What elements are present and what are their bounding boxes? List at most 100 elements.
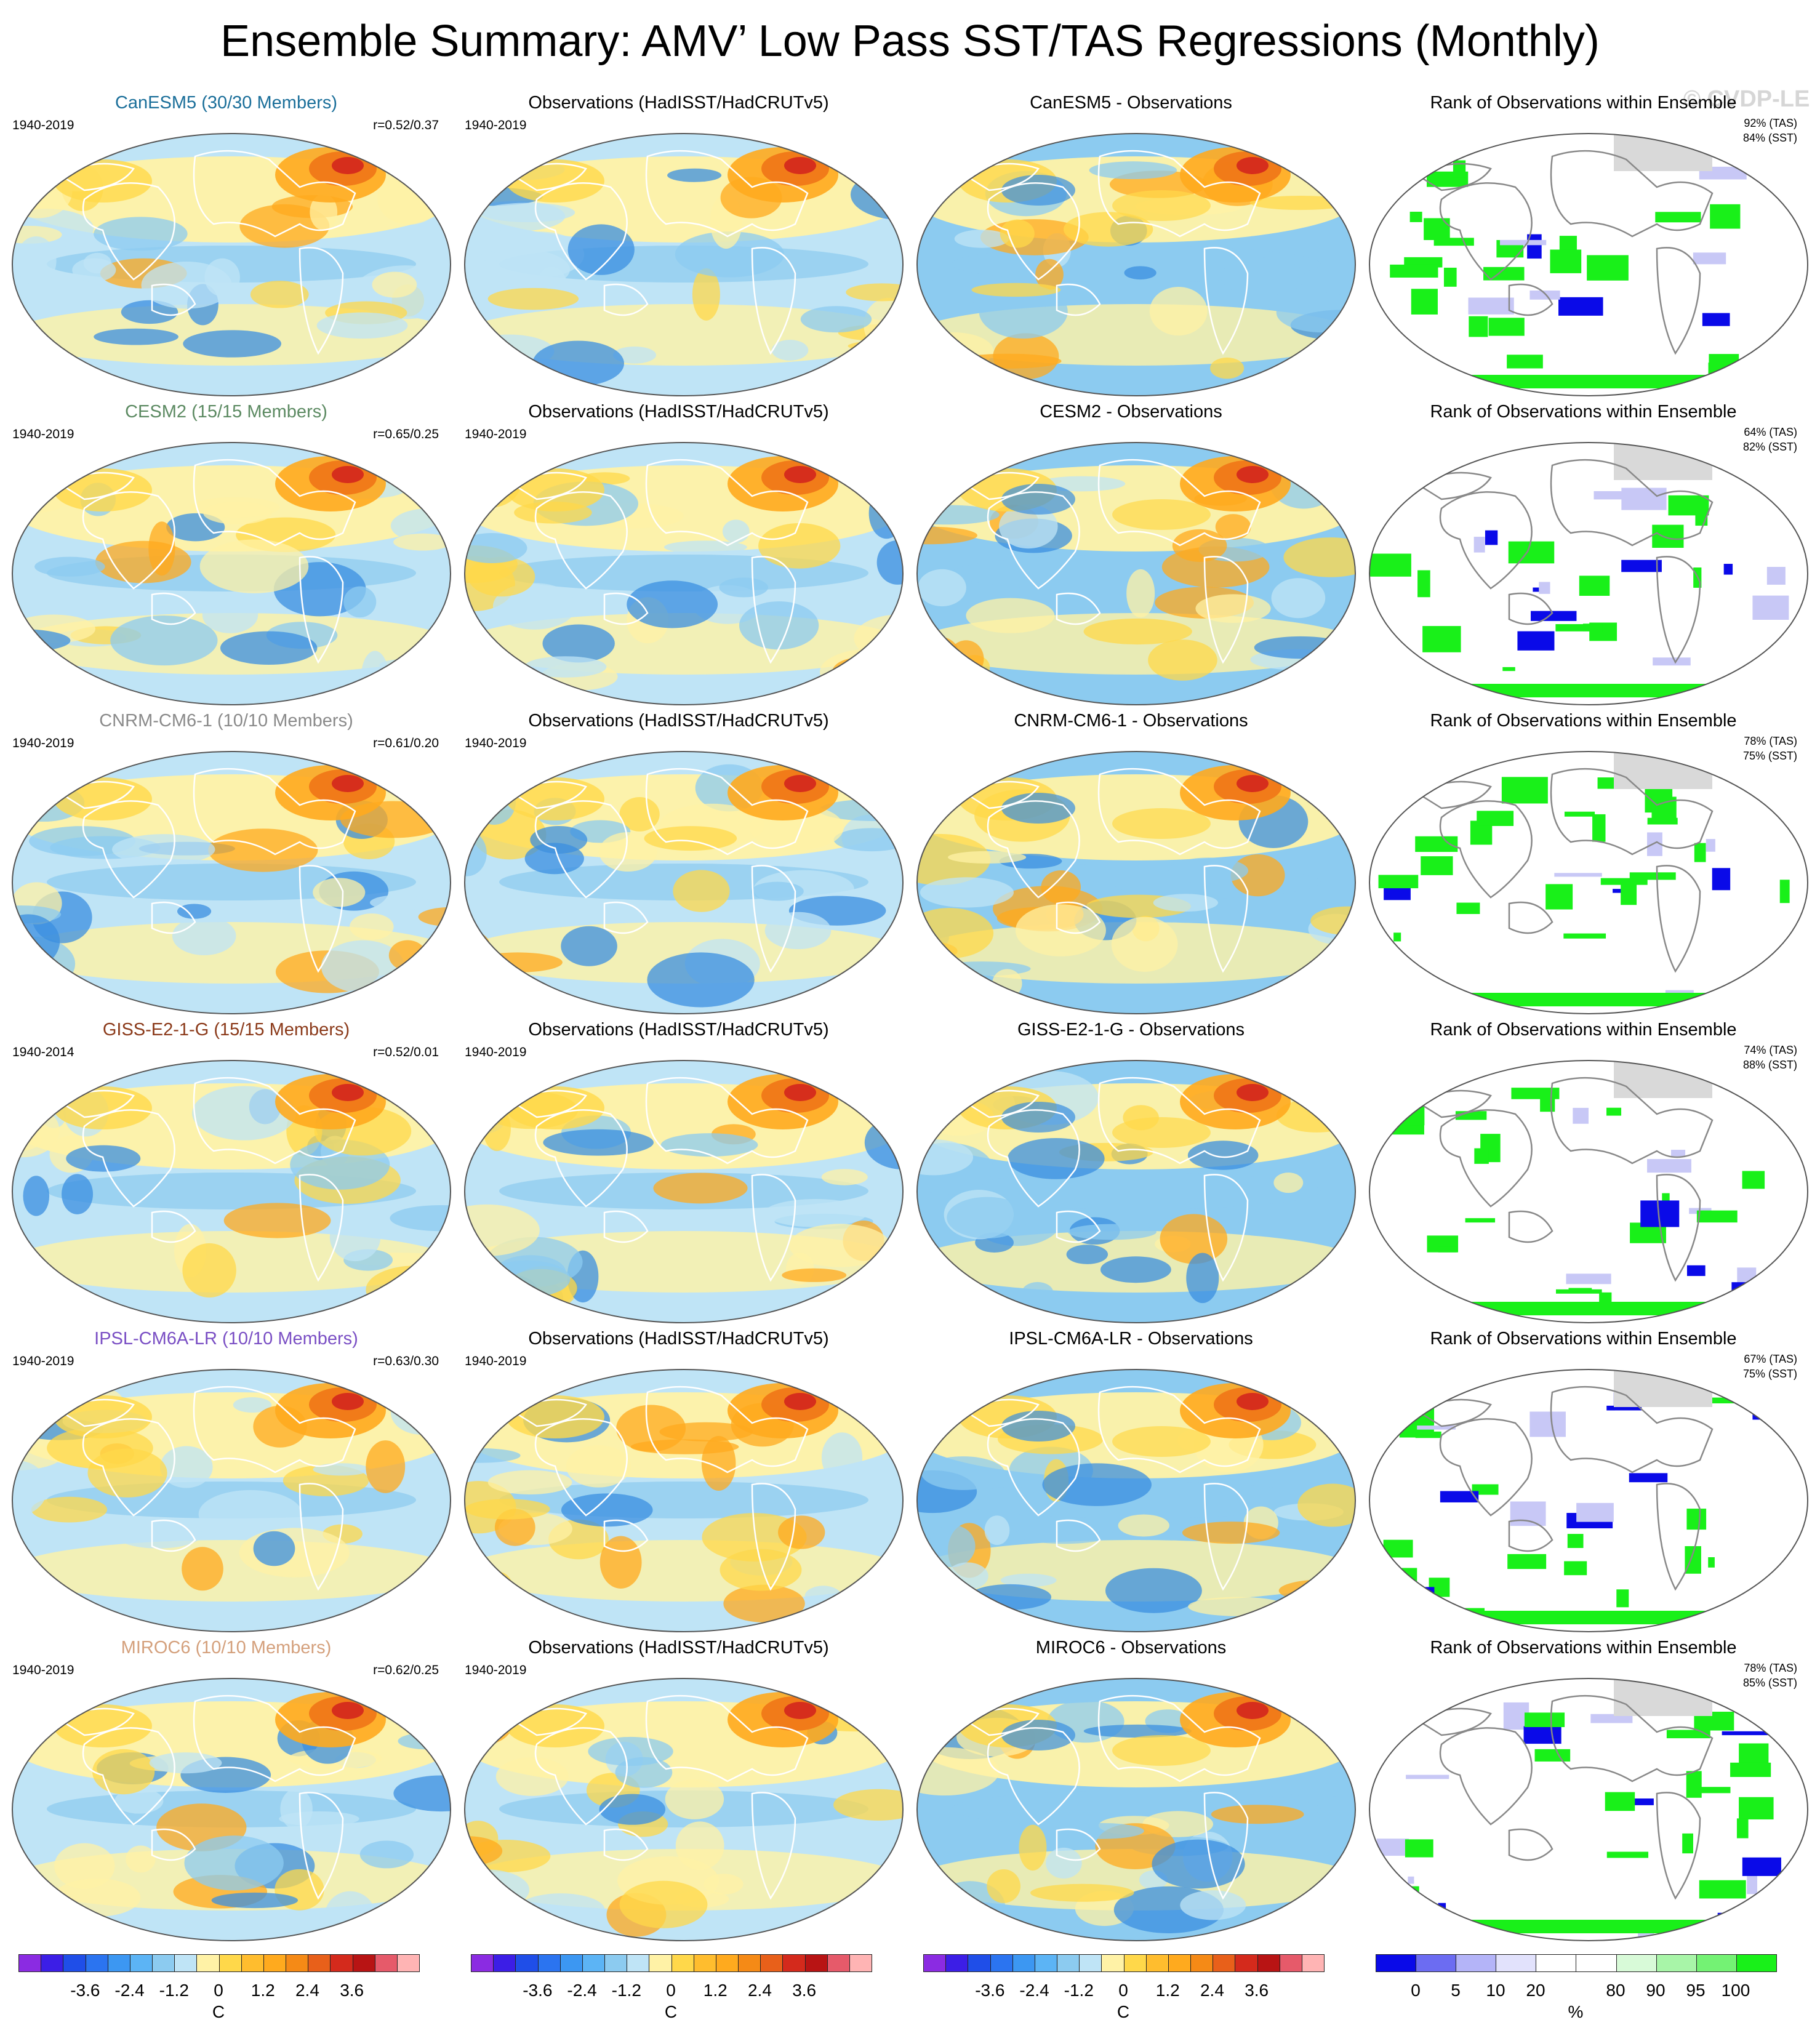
panel-title: Rank of Observations within Ensemble	[1430, 1638, 1737, 1658]
regression-map	[10, 750, 452, 1016]
colorbar-swatch	[1257, 1955, 1280, 1971]
colorbar-swatch	[63, 1955, 86, 1971]
regression-map	[463, 1677, 905, 1943]
panel-period: 1940-2019	[465, 1354, 527, 1368]
colorbar-tick-label: 90	[1646, 1981, 1666, 2000]
map-panel: Observations (HadISST/HadCRUTv5) 1940-201…	[452, 400, 905, 709]
difference-map	[915, 132, 1357, 398]
map-panel: GISS-E2-1-G (15/15 Members) 1940-2014 r=0.…	[0, 1018, 452, 1327]
colorbar-tick-label: -2.4	[567, 1981, 597, 2000]
pattern-correlation: r=0.62/0.25	[373, 1663, 439, 1677]
panel-title: GISS-E2-1-G (15/15 Members)	[102, 1020, 350, 1040]
colorbar-tick-label: 2.4	[1200, 1981, 1224, 2000]
rank-sst-percent: 88% (SST)	[1742, 1059, 1797, 1071]
pattern-correlation: r=0.63/0.30	[373, 1354, 439, 1368]
colorbar-swatch	[1057, 1955, 1080, 1971]
pattern-correlation: r=0.52/0.01	[373, 1045, 439, 1059]
panel-period: 1940-2019	[465, 427, 527, 441]
map-panel: CESM2 (15/15 Members) 1940-2019 r=0.65/0.2…	[0, 400, 452, 709]
colorbar-tick-label: 1.2	[703, 1981, 728, 2000]
colorbar-swatch	[560, 1955, 583, 1971]
panel-title: CNRM-CM6-1 (10/10 Members)	[99, 711, 353, 731]
colorbar-tick-label: -3.6	[975, 1981, 1005, 2000]
colorbar-swatch	[397, 1955, 420, 1971]
panel-period: 1940-2019	[12, 736, 74, 750]
difference-map	[915, 1368, 1357, 1634]
colorbar-swatch	[1102, 1955, 1124, 1971]
regression-map	[463, 1368, 905, 1634]
pattern-correlation: r=0.52/0.37	[373, 118, 439, 132]
colorbar-swatch	[130, 1955, 153, 1971]
colorbar-tick-label: 0	[1118, 1981, 1128, 2000]
colorbar-difference: -3.6 -2.4 -1.2 0 1.2 2.4 3.6 C	[923, 1954, 1325, 2023]
panel-title: IPSL-CM6A-LR (10/10 Members)	[94, 1329, 358, 1349]
map-panel: Rank of Observations within Ensemble 92% …	[1357, 91, 1810, 400]
regression-map	[10, 132, 452, 398]
colorbar-swatch	[1213, 1955, 1236, 1971]
difference-map	[915, 750, 1357, 1016]
colorbar-tick-label: 2.4	[295, 1981, 319, 2000]
map-panel: Observations (HadISST/HadCRUTv5) 1940-201…	[452, 1636, 905, 1945]
colorbar-tick-label: -2.4	[1019, 1981, 1049, 2000]
colorbar-swatch	[175, 1955, 198, 1971]
difference-map	[915, 1059, 1357, 1325]
panel-period: 1940-2019	[465, 1045, 527, 1059]
colorbar-tick-label: 2.4	[747, 1981, 772, 2000]
rank-percentages: 74% (TAS) 88% (SST)	[1743, 1043, 1797, 1072]
map-panel: IPSL-CM6A-LR - Observations	[905, 1327, 1357, 1636]
map-panel: MIROC6 - Observations	[905, 1636, 1357, 1945]
colorbar-swatch	[308, 1955, 331, 1971]
map-panel: Rank of Observations within Ensemble 67% …	[1357, 1327, 1810, 1636]
colorbar-swatch	[1456, 1955, 1497, 1971]
colorbar-swatch	[582, 1955, 606, 1971]
panel-title: Rank of Observations within Ensemble	[1430, 402, 1737, 422]
colorbar-swatch	[1416, 1955, 1457, 1971]
difference-map	[915, 441, 1357, 707]
colorbar-swatch	[1376, 1955, 1417, 1971]
regression-map	[10, 1368, 452, 1634]
colorbar-tick-label: 3.6	[1245, 1981, 1269, 2000]
colorbar-tick-label: 10	[1486, 1981, 1505, 2000]
colorbar-swatch	[849, 1955, 872, 1971]
panel-period: 1940-2014	[12, 1045, 74, 1059]
colorbar-swatch	[649, 1955, 672, 1971]
map-panel: MIROC6 (10/10 Members) 1940-2019 r=0.62/0.…	[0, 1636, 452, 1945]
colorbar-tick-label: 1.2	[1155, 1981, 1180, 2000]
colorbar-swatch	[19, 1955, 42, 1971]
colorbar-rank: 0 5 10 20 80 90 95 100%	[1376, 1954, 1777, 2023]
panel-title: CanESM5 - Observations	[1030, 93, 1232, 113]
colorbar-swatch	[1536, 1955, 1577, 1971]
colorbar-swatch	[241, 1955, 264, 1971]
map-panel: Observations (HadISST/HadCRUTv5) 1940-201…	[452, 1018, 905, 1327]
colorbar-unit: C	[1116, 2002, 1130, 2021]
colorbar-swatch	[1302, 1955, 1325, 1971]
map-panel: CanESM5 - Observations	[905, 91, 1357, 400]
rank-percentages: 78% (TAS) 75% (SST)	[1743, 734, 1797, 763]
colorbar-swatch	[671, 1955, 694, 1971]
map-panel: Observations (HadISST/HadCRUTv5) 1940-201…	[452, 709, 905, 1018]
colorbar-swatch	[86, 1955, 108, 1971]
colorbar-swatch	[716, 1955, 739, 1971]
colorbar-unit: C	[212, 2002, 225, 2021]
panel-title: IPSL-CM6A-LR - Observations	[1009, 1329, 1253, 1349]
panel-title: Rank of Observations within Ensemble	[1430, 711, 1737, 731]
map-panel: Rank of Observations within Ensemble 78% …	[1357, 709, 1810, 1018]
rank-tas-percent: 78% (TAS)	[1744, 1662, 1797, 1674]
colorbar-swatch	[197, 1955, 220, 1971]
colorbar-boxes	[471, 1954, 872, 1972]
panel-title: Observations (HadISST/HadCRUTv5)	[528, 402, 829, 422]
rank-tas-percent: 78% (TAS)	[1744, 735, 1797, 747]
colorbar-swatch	[694, 1955, 716, 1971]
regression-map	[10, 1059, 452, 1325]
colorbar-tick-label: -3.6	[70, 1981, 100, 2000]
colorbar-swatch	[494, 1955, 516, 1971]
panel-title: Observations (HadISST/HadCRUTv5)	[528, 93, 829, 113]
colorbar-swatch	[1696, 1955, 1737, 1971]
regression-map	[10, 441, 452, 707]
colorbar-swatch	[924, 1955, 947, 1971]
rank-sst-percent: 75% (SST)	[1742, 750, 1797, 762]
colorbar-tick-label: 100	[1721, 1981, 1750, 2000]
colorbar-boxes	[1376, 1954, 1777, 1972]
colorbar-observations: -3.6 -2.4 -1.2 0 1.2 2.4 3.6 C	[471, 1954, 872, 2023]
panel-title: Rank of Observations within Ensemble	[1430, 1329, 1737, 1349]
